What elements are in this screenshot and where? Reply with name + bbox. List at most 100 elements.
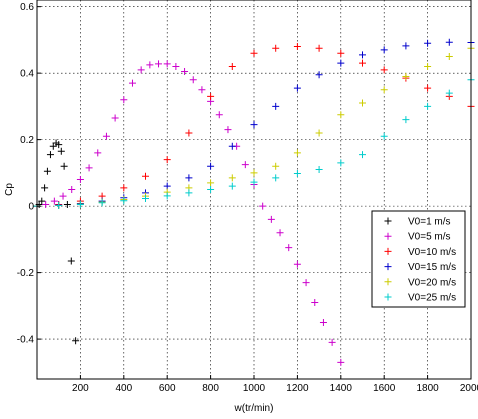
data-point (285, 244, 293, 252)
data-point (250, 169, 258, 177)
data-point (380, 66, 388, 74)
data-point (228, 142, 236, 150)
data-point (380, 86, 388, 94)
data-point (215, 111, 223, 119)
legend-label: V0=10 m/s (408, 247, 456, 258)
data-point (328, 338, 336, 346)
data-point (228, 62, 236, 70)
x-tick-label: 1200 (286, 383, 309, 394)
y-tick-label: 0.2 (20, 135, 34, 146)
data-point (67, 257, 75, 265)
legend-label: V0=1 m/s (408, 217, 451, 228)
legend-marker (384, 217, 392, 225)
data-point (142, 172, 149, 180)
data-point (50, 197, 58, 205)
data-point (424, 62, 432, 70)
data-point (42, 200, 50, 208)
data-point (315, 129, 323, 137)
data-point (424, 102, 432, 110)
legend-label: V0=15 m/s (408, 262, 456, 273)
data-point (319, 318, 327, 326)
data-point (63, 200, 71, 208)
data-point (207, 162, 215, 170)
data-point (293, 149, 301, 157)
data-point (41, 184, 49, 192)
x-tick-labels: 200 400 600 800 1000 1200 1400 1600 1800 2000 (72, 375, 478, 394)
data-point (146, 61, 154, 69)
data-point (272, 174, 280, 182)
data-point (337, 49, 345, 57)
data-point (250, 178, 258, 186)
data-point (402, 116, 410, 124)
data-point (228, 174, 236, 182)
data-point (402, 72, 410, 80)
legend-label: V0=20 m/s (408, 277, 456, 288)
data-point (293, 43, 301, 51)
data-point (46, 151, 54, 159)
data-point (445, 38, 453, 46)
data-point (55, 141, 63, 149)
data-point (380, 132, 388, 140)
data-point (155, 60, 163, 68)
data-point (293, 170, 301, 178)
data-point (402, 42, 410, 50)
data-point (337, 159, 345, 167)
data-point (185, 189, 193, 197)
data-point (241, 161, 249, 169)
data-point (120, 184, 128, 192)
data-point (315, 44, 323, 52)
data-point (85, 164, 93, 172)
data-point (38, 197, 46, 205)
data-point (267, 215, 275, 223)
y-tick-label: 0 (28, 202, 34, 213)
x-axis-label: w(tr/min) (234, 403, 274, 414)
data-point (98, 199, 106, 207)
legend-marker (384, 278, 392, 286)
data-point (68, 186, 76, 193)
x-tick-label: 1600 (373, 383, 396, 394)
data-point (207, 179, 215, 187)
data-point (142, 194, 149, 202)
data-point (102, 132, 110, 140)
data-point (259, 202, 267, 210)
x-tick-label: 400 (115, 383, 132, 394)
legend-marker (384, 247, 392, 255)
legend-label: V0=25 m/s (408, 293, 456, 304)
data-point (224, 126, 232, 134)
y-tick-label: 0.6 (20, 2, 34, 13)
data-point (337, 111, 345, 119)
data-point (380, 46, 388, 54)
data-point (189, 76, 197, 84)
legend-box (371, 210, 466, 308)
data-point (315, 71, 323, 79)
data-point (315, 166, 323, 174)
x-tick-label: 2000 (460, 383, 478, 394)
data-point (293, 84, 301, 92)
data-point (163, 182, 171, 190)
x-tick-label: 1800 (416, 383, 439, 394)
data-point (359, 99, 366, 107)
x-tick-label: 600 (159, 383, 176, 394)
data-point (311, 299, 319, 307)
data-point (272, 44, 280, 52)
data-point (293, 260, 301, 268)
y-tick-label: -0.4 (17, 335, 35, 346)
data-point (445, 89, 453, 97)
data-point (207, 186, 215, 193)
data-point (185, 174, 193, 182)
series-0 (35, 139, 80, 345)
data-point (57, 147, 65, 155)
legend-marker (384, 293, 392, 301)
data-point (181, 67, 189, 75)
data-point (359, 151, 366, 159)
data-point (163, 192, 171, 200)
y-tick-labels: -0.4 -0.2 0 0.2 0.4 0.6 (17, 2, 41, 346)
data-point (111, 114, 119, 122)
data-point (120, 197, 128, 205)
legend-label: V0=5 m/s (408, 232, 451, 243)
x-tick-label: 800 (202, 383, 219, 394)
data-point (359, 51, 366, 59)
x-tick-label: 1000 (243, 383, 266, 394)
